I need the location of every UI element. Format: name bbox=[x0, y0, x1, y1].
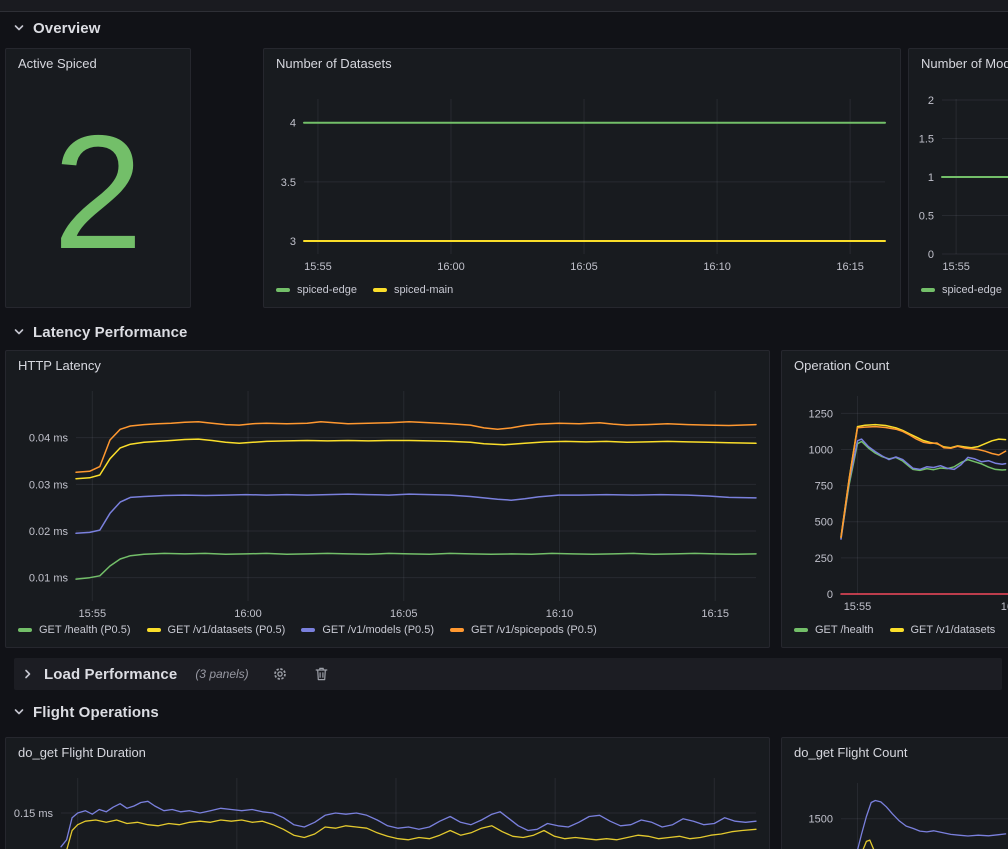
section-title: Flight Operations bbox=[33, 704, 159, 721]
chart-legend: GET /health (P0.5) GET /v1/datasets (P0.5… bbox=[18, 624, 597, 636]
top-toolbar-edge bbox=[0, 0, 1008, 12]
panel-number-of-models: Number of Models 15:5516:0000.511.52 spi… bbox=[908, 48, 1008, 308]
svg-text:1000: 1000 bbox=[809, 444, 833, 456]
svg-text:15:55: 15:55 bbox=[304, 261, 332, 273]
svg-text:15:55: 15:55 bbox=[79, 608, 107, 620]
svg-text:16:10: 16:10 bbox=[546, 608, 574, 620]
legend-swatch bbox=[450, 628, 464, 632]
number-of-datasets-chart[interactable]: 15:55 16:00 16:05 16:10 16:15 3 3.5 4 bbox=[264, 49, 901, 308]
legend-item[interactable]: spiced-edge bbox=[921, 284, 1002, 296]
chart-legend: spiced-edge spiced-main bbox=[276, 284, 453, 296]
legend-label: spiced-main bbox=[394, 284, 453, 296]
legend-swatch bbox=[794, 628, 808, 632]
legend-item[interactable]: GET /v1/spicepods (P0.5) bbox=[450, 624, 597, 636]
legend-swatch bbox=[373, 288, 387, 292]
panel-number-of-datasets: Number of Datasets 15:5516:0016:0516:101… bbox=[263, 48, 901, 308]
svg-text:0.04 ms: 0.04 ms bbox=[29, 433, 69, 445]
svg-text:1.5: 1.5 bbox=[919, 134, 934, 146]
panels-count: (3 panels) bbox=[195, 667, 248, 681]
chevron-down-icon bbox=[13, 706, 25, 718]
legend-label: GET /health bbox=[815, 624, 874, 636]
do-get-flight-count-chart[interactable]: 1500 bbox=[782, 738, 1008, 849]
legend-swatch bbox=[301, 628, 315, 632]
svg-text:0: 0 bbox=[827, 589, 833, 601]
stat-value: 2 bbox=[6, 79, 190, 307]
svg-text:16:00: 16:00 bbox=[1001, 601, 1008, 613]
svg-text:0.5: 0.5 bbox=[919, 211, 934, 223]
svg-text:1500: 1500 bbox=[809, 814, 833, 826]
do-get-flight-duration-chart[interactable]: 0.15 ms bbox=[6, 738, 770, 849]
row-settings-button[interactable] bbox=[269, 663, 291, 685]
svg-text:3.5: 3.5 bbox=[281, 177, 296, 189]
panel-http-latency: HTTP Latency 15:5516:0016:0516:1016:150.… bbox=[5, 350, 770, 648]
svg-text:16:00: 16:00 bbox=[437, 261, 465, 273]
legend-item[interactable]: GET /health bbox=[794, 624, 874, 636]
svg-text:3: 3 bbox=[290, 236, 296, 248]
legend-item[interactable]: GET /health (P0.5) bbox=[18, 624, 131, 636]
svg-text:0.03 ms: 0.03 ms bbox=[29, 479, 69, 491]
svg-text:15:55: 15:55 bbox=[844, 601, 872, 613]
number-of-models-chart[interactable]: 15:5516:0000.511.52 bbox=[909, 49, 1008, 308]
panel-operation-count: Operation Count 15:5516:0016:05025050075… bbox=[781, 350, 1008, 648]
section-load-performance[interactable]: Load Performance (3 panels) bbox=[14, 658, 1002, 690]
svg-text:16:15: 16:15 bbox=[701, 608, 729, 620]
http-latency-chart[interactable]: 15:55 16:00 16:05 16:10 16:15 0.01 ms 0.02 ms 0… bbox=[6, 351, 770, 648]
svg-text:0.02 ms: 0.02 ms bbox=[29, 526, 69, 538]
gear-icon bbox=[272, 666, 288, 682]
svg-text:15:55: 15:55 bbox=[942, 261, 970, 273]
row-delete-button[interactable] bbox=[311, 663, 333, 685]
svg-text:16:00: 16:00 bbox=[234, 608, 262, 620]
section-latency-performance[interactable]: Latency Performance bbox=[13, 319, 187, 345]
legend-label: GET /v1/datasets bbox=[911, 624, 996, 636]
trash-icon bbox=[314, 666, 329, 682]
svg-text:16:15: 16:15 bbox=[836, 261, 864, 273]
legend-label: spiced-edge bbox=[942, 284, 1002, 296]
svg-text:16:05: 16:05 bbox=[570, 261, 598, 273]
panel-do-get-flight-count: do_get Flight Count 1500 bbox=[781, 737, 1008, 849]
svg-text:4: 4 bbox=[290, 118, 296, 130]
section-overview[interactable]: Overview bbox=[13, 15, 101, 41]
chart-legend: spiced-edge bbox=[921, 284, 1002, 296]
panel-active-spiced: Active Spiced 2 bbox=[5, 48, 191, 308]
chevron-right-icon bbox=[22, 668, 34, 680]
legend-item[interactable]: spiced-edge bbox=[276, 284, 357, 296]
legend-swatch bbox=[921, 288, 935, 292]
legend-swatch bbox=[147, 628, 161, 632]
legend-swatch bbox=[276, 288, 290, 292]
legend-swatch bbox=[890, 628, 904, 632]
legend-label: GET /v1/models (P0.5) bbox=[322, 624, 434, 636]
svg-text:250: 250 bbox=[815, 553, 833, 565]
legend-item[interactable]: spiced-main bbox=[373, 284, 453, 296]
legend-label: spiced-edge bbox=[297, 284, 357, 296]
section-title: Load Performance bbox=[44, 666, 177, 683]
svg-text:0: 0 bbox=[928, 249, 934, 261]
chart-legend: GET /health GET /v1/datasets bbox=[794, 624, 995, 636]
legend-swatch bbox=[18, 628, 32, 632]
svg-text:16:05: 16:05 bbox=[390, 608, 418, 620]
svg-text:500: 500 bbox=[815, 517, 833, 529]
svg-text:16:10: 16:10 bbox=[703, 261, 731, 273]
svg-text:1250: 1250 bbox=[809, 408, 833, 420]
chevron-down-icon bbox=[13, 22, 25, 34]
svg-text:750: 750 bbox=[815, 481, 833, 493]
svg-text:0.01 ms: 0.01 ms bbox=[29, 573, 69, 585]
legend-label: GET /v1/datasets (P0.5) bbox=[168, 624, 286, 636]
chevron-down-icon bbox=[13, 326, 25, 338]
legend-label: GET /v1/spicepods (P0.5) bbox=[471, 624, 597, 636]
section-title: Latency Performance bbox=[33, 324, 187, 341]
legend-item[interactable]: GET /v1/models (P0.5) bbox=[301, 624, 434, 636]
legend-label: GET /health (P0.5) bbox=[39, 624, 131, 636]
operation-count-chart[interactable]: 15:5516:0016:05025050075010001250 bbox=[782, 351, 1008, 648]
legend-item[interactable]: GET /v1/datasets bbox=[890, 624, 996, 636]
legend-item[interactable]: GET /v1/datasets (P0.5) bbox=[147, 624, 286, 636]
panel-do-get-flight-duration: do_get Flight Duration 0.15 ms bbox=[5, 737, 770, 849]
svg-text:1: 1 bbox=[928, 172, 934, 184]
panel-title[interactable]: Active Spiced bbox=[6, 49, 190, 71]
section-title: Overview bbox=[33, 20, 101, 37]
svg-text:0.15 ms: 0.15 ms bbox=[14, 808, 54, 820]
section-flight-operations[interactable]: Flight Operations bbox=[13, 699, 159, 725]
svg-text:2: 2 bbox=[928, 95, 934, 107]
